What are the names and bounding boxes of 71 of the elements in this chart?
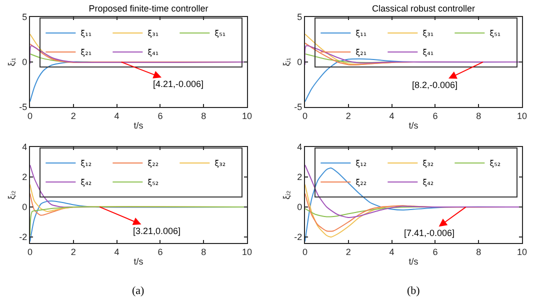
y-axis-title: ξᵢ₁: [282, 58, 292, 66]
y-tick-label: 5: [22, 12, 28, 22]
y-tick-label: -5: [294, 102, 302, 112]
annotation: [3.21,0.006]: [133, 226, 181, 236]
y-tick-label: 0: [297, 57, 302, 68]
legend-label: ξ₃₂: [422, 159, 434, 168]
x-tick-label: 2: [70, 246, 76, 257]
text: (b): [407, 285, 420, 297]
x-tick-label: 10: [516, 246, 528, 257]
x-tick-label: 2: [346, 110, 351, 121]
y-axis-title: ξᵢ₁: [6, 58, 17, 66]
text: (a): [132, 285, 145, 297]
x-tick-label: 4: [114, 110, 120, 121]
x-tick-label: 2: [70, 110, 76, 121]
legend-label: ξ₃₂: [214, 159, 226, 168]
y-tick-label: 0: [297, 202, 302, 212]
y-tick-label: 5: [297, 12, 302, 22]
x-tick-label: 8: [201, 246, 206, 257]
x-tick-label: 4: [389, 110, 394, 121]
y-tick-label: 4: [22, 142, 28, 152]
legend-label: ξ₅₁: [490, 29, 501, 38]
legend-label: ξ₃₁: [148, 29, 159, 38]
x-tick-label: 6: [432, 246, 438, 257]
y-tick-label: -2: [19, 232, 28, 242]
x-tick-label: 6: [158, 246, 163, 257]
x-axis-title: t/s: [408, 120, 419, 131]
x-tick-label: 10: [242, 246, 252, 257]
annotation: [8.2,-0.006]: [412, 80, 458, 90]
x-tick-label: 4: [114, 246, 120, 257]
annotation: [4.21,-0.006]: [153, 79, 204, 89]
y-tick-label: -2: [294, 232, 302, 242]
y-axis-title: ξᵢ₂: [6, 190, 17, 200]
annotation: [7.41,-0.006]: [404, 228, 455, 238]
y-axis-title: ξᵢ₂: [282, 190, 292, 200]
legend-label: ξ₁₁: [356, 29, 367, 38]
y-tick-label: 0: [22, 202, 28, 212]
y-tick-label: 4: [297, 142, 302, 152]
legend-label: ξ₅₂: [148, 178, 159, 188]
legend-label: ξ₅₂: [490, 159, 501, 168]
legend-label: ξ₁₁: [80, 29, 92, 38]
x-tick-label: 10: [516, 110, 528, 121]
y-tick-label: 2: [22, 172, 28, 182]
legend-label: ξ₂₂: [148, 159, 159, 168]
y-tick-label: 0: [22, 57, 28, 68]
x-tick-label: 10: [242, 110, 252, 121]
legend-label: ξ₅₁: [214, 29, 226, 38]
legend-label: ξ₂₁: [80, 48, 92, 58]
x-axis-title: t/s: [408, 256, 419, 267]
x-tick-label: 6: [158, 110, 163, 121]
line-series: [30, 206, 247, 236]
y-tick-label: -5: [19, 102, 28, 112]
legend-label: ξ₄₁: [148, 48, 159, 58]
x-axis-title: t/s: [134, 120, 144, 131]
chart-title: Classical robust controller: [372, 3, 476, 14]
legend-label: ξ₄₁: [422, 48, 434, 58]
legend-label: ξ₄₂: [422, 178, 434, 188]
y-tick-label: 2: [297, 172, 302, 182]
x-tick-label: 8: [476, 110, 482, 121]
chart-title: Proposed finite-time controller: [88, 3, 208, 14]
legend-label: ξ₂₂: [356, 178, 367, 188]
legend-label: ξ₁₂: [80, 159, 92, 168]
x-axis-title: t/s: [134, 256, 144, 267]
x-tick-label: 2: [346, 246, 351, 257]
x-tick-label: 8: [201, 110, 206, 121]
legend-label: ξ₄₂: [80, 178, 92, 188]
x-tick-label: 6: [432, 110, 438, 121]
x-tick-label: 8: [476, 246, 482, 257]
legend-label: ξ₃₁: [422, 29, 434, 38]
legend-label: ξ₂₁: [356, 48, 367, 58]
legend-label: ξ₁₂: [356, 159, 367, 168]
x-tick-label: 4: [389, 246, 394, 257]
